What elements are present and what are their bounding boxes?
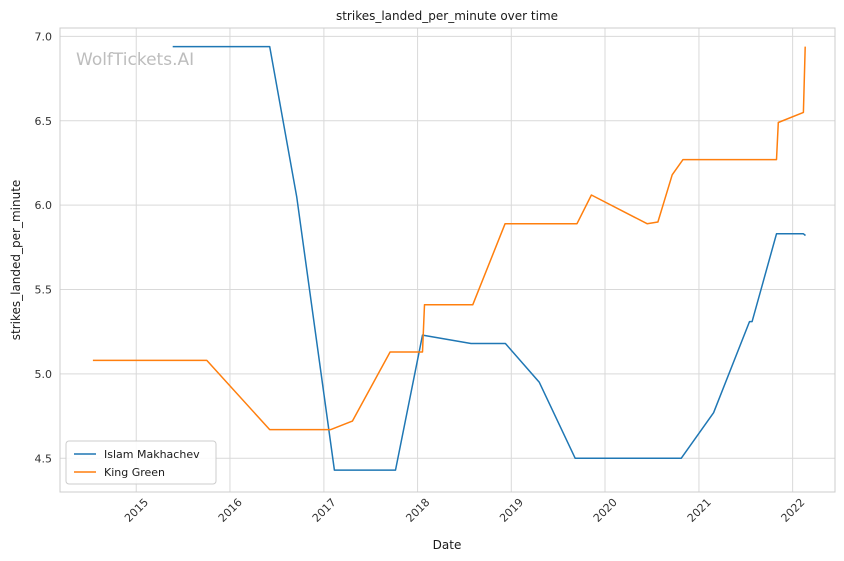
- legend-label: King Green: [104, 466, 165, 479]
- watermark-text: WolfTickets.AI: [76, 50, 194, 70]
- plot-frame: [59, 27, 836, 493]
- y-tick-label: 7.0: [35, 30, 53, 43]
- chart-title: strikes_landed_per_minute over time: [336, 9, 558, 23]
- series-line-2: [92, 46, 806, 431]
- y-axis-ticks: 4.5 5.0 5.5 6.0 6.5 7.0: [35, 30, 53, 465]
- y-tick-label: 5.0: [35, 368, 53, 381]
- y-tick-label: 4.5: [35, 452, 53, 465]
- legend-label: Islam Makhachev: [104, 448, 200, 461]
- x-axis-title: Date: [433, 538, 462, 552]
- series-layer: [92, 45, 806, 471]
- legend: Islam Makhachev King Green: [65, 440, 217, 485]
- series-line-1: [172, 45, 806, 471]
- y-tick-label: 6.5: [35, 115, 53, 128]
- y-tick-label: 5.5: [35, 284, 53, 297]
- y-tick-label: 6.0: [35, 199, 53, 212]
- y-axis-title: strikes_landed_per_minute: [9, 180, 23, 341]
- legend-box: [65, 440, 217, 485]
